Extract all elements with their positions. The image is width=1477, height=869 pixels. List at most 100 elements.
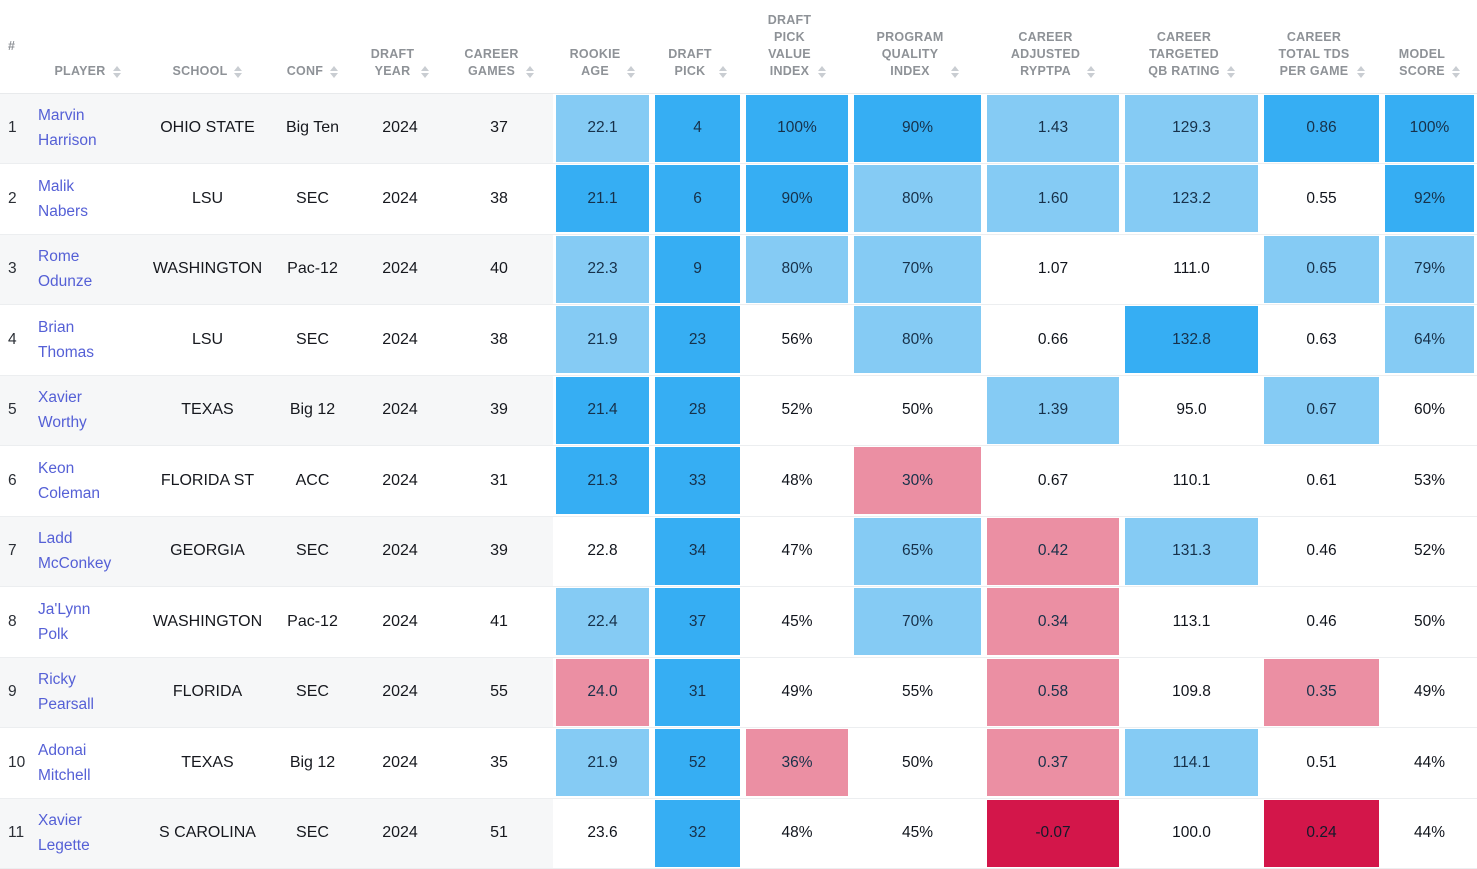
sort-icon[interactable] [818, 65, 827, 78]
heat-value: 114.1 [1125, 729, 1258, 797]
column-header-label: PROGRAM QUALITY INDEX [876, 29, 944, 78]
table-row: 3 Rome Odunze WASHINGTON Pac-12 2024 40 … [0, 234, 1477, 305]
column-header-conf[interactable]: CONF [270, 0, 355, 94]
career-targeted-qb-rating-cell: 113.1 [1122, 586, 1261, 658]
sort-icon[interactable] [421, 65, 430, 78]
column-header-rank: # [0, 0, 30, 94]
sort-icon[interactable] [718, 65, 727, 78]
school-cell: LSU [145, 304, 270, 376]
draft-pick-cell: 34 [652, 516, 743, 587]
school-cell: TEXAS [145, 727, 270, 799]
player-link[interactable]: Keon Coleman [38, 459, 101, 502]
model-score-cell: 52% [1382, 516, 1477, 587]
heat-value: 0.61 [1264, 447, 1379, 515]
heat-value: 0.35 [1264, 658, 1379, 726]
heat-value: 21.4 [556, 376, 649, 444]
column-header-career-targeted-qb-rating[interactable]: CAREER TARGETED QB RATING [1122, 0, 1261, 94]
heat-value: 92% [1385, 165, 1474, 233]
player-cell: Ja'Lynn Polk [30, 586, 145, 658]
heat-value: 24.0 [556, 658, 649, 726]
career-targeted-qb-rating-cell: 100.0 [1122, 798, 1261, 869]
rookie-age-cell: 22.8 [553, 516, 652, 587]
career-games-cell: 55 [445, 657, 553, 728]
heat-value: 52% [1385, 517, 1474, 585]
heat-value: 55% [854, 658, 981, 726]
heat-value: 22.4 [556, 588, 649, 656]
sort-icon[interactable] [112, 65, 121, 78]
sort-icon[interactable] [1226, 65, 1235, 78]
column-header-school[interactable]: SCHOOL [145, 0, 270, 94]
column-header-rookie-age[interactable]: ROOKIE AGE [553, 0, 652, 94]
rank-cell: 5 [0, 375, 30, 446]
sort-icon[interactable] [1452, 65, 1461, 78]
program-quality-index-cell: 50% [851, 375, 984, 446]
career-adjusted-ryptpa-cell: 1.43 [984, 93, 1122, 164]
heat-value: 64% [1385, 306, 1474, 374]
heat-value: 4 [655, 94, 740, 162]
column-header-draft-pick[interactable]: DRAFT PICK [652, 0, 743, 94]
sort-icon[interactable] [234, 65, 243, 78]
conference-cell: ACC [270, 445, 355, 517]
draft-year-cell: 2024 [355, 163, 445, 235]
player-link[interactable]: Xavier Worthy [38, 389, 87, 432]
heat-value: 33 [655, 447, 740, 515]
career-games-cell: 40 [445, 234, 553, 305]
column-header-model-score[interactable]: MODEL SCORE [1382, 0, 1477, 94]
conference-cell: SEC [270, 798, 355, 869]
model-score-cell: 79% [1382, 234, 1477, 305]
column-header-career-games[interactable]: CAREER GAMES [445, 0, 553, 94]
draft-year-cell: 2024 [355, 93, 445, 164]
conference-cell: SEC [270, 516, 355, 587]
career-adjusted-ryptpa-cell: 0.67 [984, 445, 1122, 517]
player-link[interactable]: Marvin Harrison [38, 107, 97, 150]
heat-value: 47% [746, 517, 848, 585]
heat-value: 0.46 [1264, 517, 1379, 585]
school-cell: TEXAS [145, 375, 270, 446]
player-link[interactable]: Brian Thomas [38, 318, 94, 361]
column-header-draft-year[interactable]: DRAFT YEAR [355, 0, 445, 94]
player-link[interactable]: Adonai Mitchell [38, 741, 91, 784]
career-total-tds-per-game-cell: 0.51 [1261, 727, 1382, 799]
sort-icon[interactable] [627, 65, 636, 78]
heat-value: 80% [854, 165, 981, 233]
program-quality-index-cell: 50% [851, 727, 984, 799]
player-cell: Ricky Pearsall [30, 657, 145, 728]
player-link[interactable]: Ricky Pearsall [38, 671, 94, 714]
career-adjusted-ryptpa-cell: 1.60 [984, 163, 1122, 235]
rank-cell: 11 [0, 798, 30, 869]
draft-pick-cell: 6 [652, 163, 743, 235]
column-header-player[interactable]: PLAYER [30, 0, 145, 94]
heat-value: 100.0 [1125, 799, 1258, 867]
career-games-cell: 38 [445, 163, 553, 235]
player-link[interactable]: Malik Nabers [38, 177, 88, 220]
school-cell: FLORIDA [145, 657, 270, 728]
heat-value: 0.46 [1264, 588, 1379, 656]
column-header-career-adjusted-ryptpa[interactable]: CAREER ADJUSTED RYPTPA [984, 0, 1122, 94]
heat-value: 34 [655, 517, 740, 585]
column-header-draft-pick-value-index[interactable]: DRAFT PICK VALUE INDEX [743, 0, 851, 94]
heat-value: 36% [746, 729, 848, 797]
player-link[interactable]: Ladd McConkey [38, 530, 112, 573]
heat-value: 50% [1385, 588, 1474, 656]
heat-value: 0.42 [987, 517, 1119, 585]
rank-cell: 8 [0, 586, 30, 658]
sort-icon[interactable] [1087, 65, 1096, 78]
sort-icon[interactable] [950, 65, 959, 78]
sort-icon[interactable] [1356, 65, 1365, 78]
sort-icon[interactable] [330, 65, 339, 78]
player-link[interactable]: Rome Odunze [38, 248, 93, 291]
model-score-cell: 50% [1382, 586, 1477, 658]
heat-value: 21.9 [556, 306, 649, 374]
model-score-cell: 44% [1382, 798, 1477, 869]
column-header-career-total-tds-per-game[interactable]: CAREER TOTAL TDS PER GAME [1261, 0, 1382, 94]
conference-cell: Big 12 [270, 727, 355, 799]
rookie-age-cell: 23.6 [553, 798, 652, 869]
player-cell: Keon Coleman [30, 445, 145, 517]
player-link[interactable]: Ja'Lynn Polk [38, 600, 91, 643]
sort-icon[interactable] [525, 65, 534, 78]
heat-value: 80% [746, 235, 848, 303]
column-header-program-quality-index[interactable]: PROGRAM QUALITY INDEX [851, 0, 984, 94]
player-link[interactable]: Xavier Legette [38, 812, 90, 855]
heat-value: 1.07 [987, 235, 1119, 303]
